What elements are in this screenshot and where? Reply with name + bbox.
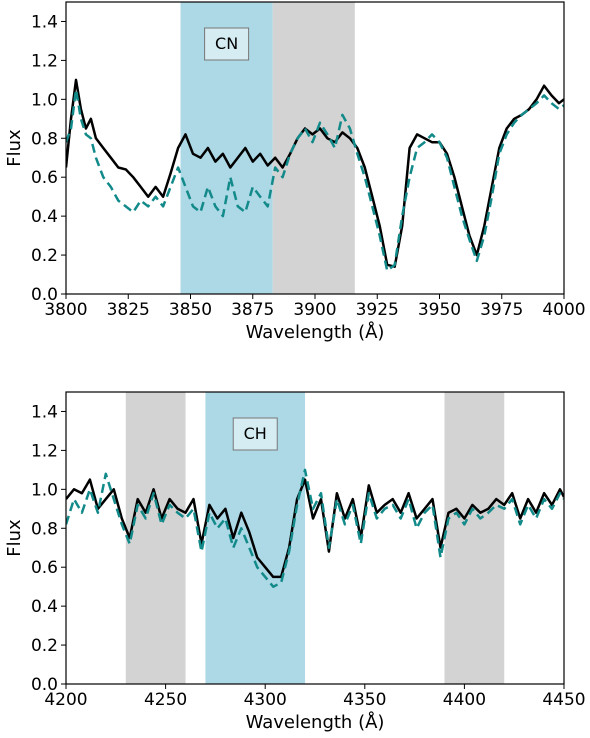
series-line-1 xyxy=(66,478,564,579)
y-tick-label: 0.6 xyxy=(31,558,58,578)
y-tick-label: 1.2 xyxy=(31,441,58,461)
x-tick-label: 4300 xyxy=(244,690,287,710)
band-continuum xyxy=(125,392,186,684)
y-tick-label: 0.8 xyxy=(31,129,58,149)
y-tick-label: 1.0 xyxy=(31,480,58,500)
series-line-2 xyxy=(66,468,564,588)
y-axis-label: Flux xyxy=(4,129,25,167)
y-tick-label: 1.0 xyxy=(31,90,58,110)
x-tick-label: 4350 xyxy=(343,690,386,710)
x-tick-label: 3950 xyxy=(418,300,461,320)
x-tick-label: 4450 xyxy=(542,690,585,710)
band-label: CN xyxy=(215,34,238,53)
x-tick-label: 3925 xyxy=(356,300,399,320)
x-tick-label: 4250 xyxy=(144,690,187,710)
band-label-box xyxy=(204,27,250,61)
y-tick-label: 0.2 xyxy=(31,246,58,266)
x-tick-label: 3900 xyxy=(293,300,336,320)
y-tick-label: 0.8 xyxy=(31,519,58,539)
band-continuum xyxy=(444,392,505,684)
x-tick-label: 3825 xyxy=(107,300,150,320)
y-tick-label: 0.4 xyxy=(31,597,58,617)
chart-panel-1: CN 3800 3825 3850 3875 3900 3925 3950 3975 4000 0.… xyxy=(4,1,586,343)
axes-frame xyxy=(65,391,565,685)
x-tick-label: 4200 xyxy=(44,690,87,710)
series-line-1 xyxy=(66,78,564,268)
y-tick-label: 0.2 xyxy=(31,636,58,656)
series-line-2 xyxy=(66,88,564,272)
y-tick-label: 0.6 xyxy=(31,168,58,188)
y-tick-label: 1.4 xyxy=(31,402,58,422)
x-tick-label: 3875 xyxy=(231,300,274,320)
x-tick-label: 4000 xyxy=(542,300,585,320)
x-tick-label: 3850 xyxy=(169,300,212,320)
band-label-box xyxy=(232,417,278,451)
y-tick-label: 1.2 xyxy=(31,51,58,71)
x-tick-label: 3975 xyxy=(480,300,523,320)
y-tick-label: 0.0 xyxy=(31,285,58,305)
x-axis-label: Wavelength (Å) xyxy=(246,321,385,343)
y-tick-label: 0.0 xyxy=(31,675,58,695)
x-tick-label: 3800 xyxy=(44,300,87,320)
y-tick-label: 1.4 xyxy=(31,12,58,32)
chart-panel-2: CH 4200 4250 4300 4350 4400 4450 0.0 0.2 0.4 0.6 0.… xyxy=(4,391,586,733)
band-label: CH xyxy=(244,424,267,443)
x-tick-label: 4400 xyxy=(443,690,486,710)
band-continuum xyxy=(272,2,355,294)
y-tick-label: 0.4 xyxy=(31,207,58,227)
y-axis-label: Flux xyxy=(4,519,25,557)
x-axis-label: Wavelength (Å) xyxy=(246,711,385,733)
